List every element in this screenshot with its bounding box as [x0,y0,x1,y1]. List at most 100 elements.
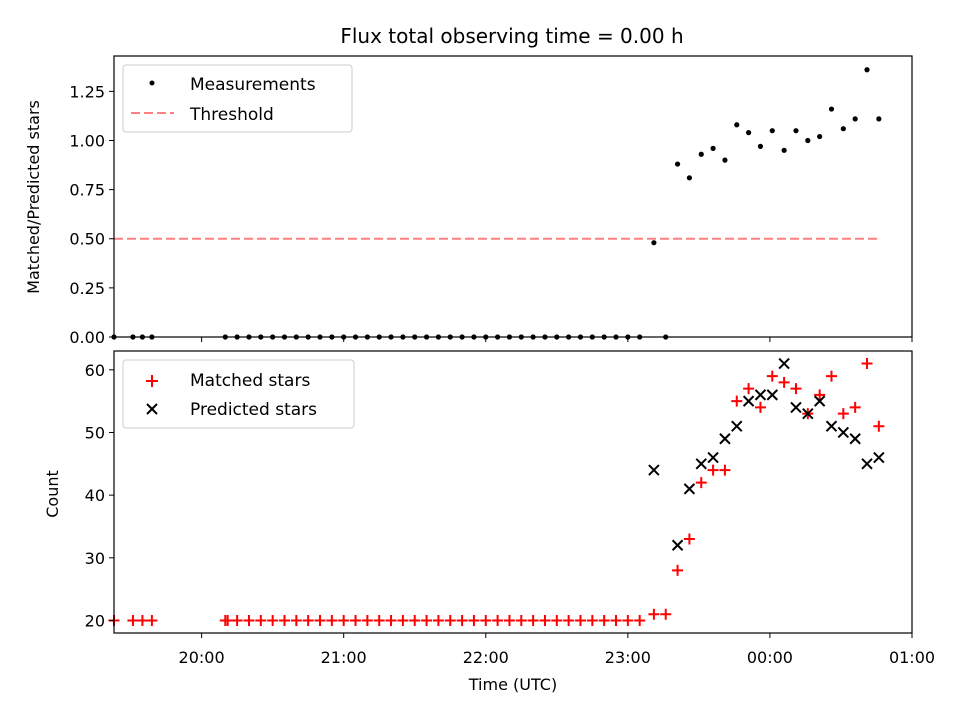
matched-star-point [683,533,695,545]
matched-star-point [503,614,515,626]
measurement-point [876,116,882,122]
top-legend: Measurements Threshold [122,64,353,133]
measurement-point [817,133,823,140]
bottom-y-tick-label: 30 [85,549,105,568]
matched-star-point [326,614,338,626]
measurement-point [828,106,835,112]
figure-title: Flux total observing time = 0.00 h [340,24,683,48]
matched-star-point [515,614,527,626]
matched-star-point [861,358,873,370]
predicted-star-point [861,458,873,470]
matched-star-point [361,614,373,626]
top-marks [111,67,882,340]
predicted-star-point [802,407,814,420]
measurement-point [710,145,716,151]
measurement-point [793,128,799,134]
measurement-point [852,116,858,122]
top-panel: 0.00 0.25 0.50 0.75 1.00 1.25 Matched/Predict… [24,55,913,347]
matched-star-point [527,614,539,626]
predicted-star-point [825,420,838,432]
matched-star-point [695,477,707,489]
matched-star-point [222,614,234,626]
bottom-y-axis-ticks: 20 30 40 50 60 [85,361,114,630]
matched-star-point [255,614,267,626]
matched-star-point [598,614,610,626]
bottom-x-axis-label: Time (UTC) [468,675,557,694]
legend-predicted-marker [146,403,158,415]
measurement-point [686,175,693,181]
predicted-star-point [671,539,684,551]
top-y-axis-ticks: 0.00 0.25 0.50 0.75 1.00 1.25 [69,82,114,347]
measurement-point [757,143,764,149]
measurement-point [805,137,811,144]
legend-measurements-label: Measurements [190,75,316,95]
legend-threshold-label: Threshold [189,105,274,125]
x-tick-label: 22:00 [463,648,509,667]
matched-star-point [243,614,255,626]
matched-star-point [707,464,719,476]
matched-star-point [136,614,148,626]
predicted-star-point [873,451,885,464]
matched-star-point [444,614,456,626]
predicted-star-point [790,401,802,414]
matched-star-point [790,383,802,395]
matched-star-point [539,614,551,626]
top-y-tick-label: 0.00 [69,328,105,347]
matched-star-point [754,401,766,413]
top-y-tick-label: 0.25 [69,279,105,298]
matched-star-point [231,614,243,626]
top-y-tick-label: 0.50 [69,230,105,249]
measurement-point [674,161,681,167]
bottom-legend-frame [122,359,355,429]
top-x-axis-ticks [201,337,913,342]
matched-star-point [397,614,409,626]
matched-star-point [492,614,504,626]
bottom-panel: 20:00 21:00 22:00 23:00 00:00 01:00 20 30 40 50 6… [43,350,935,694]
matched-star-point [563,614,575,626]
matched-star-point [743,383,755,395]
top-legend-frame [122,64,353,133]
matched-star-point [648,608,660,620]
matched-star-point [766,370,778,382]
measurement-point [734,122,740,128]
measurement-point [864,67,870,73]
bottom-y-tick-label: 20 [85,611,105,630]
matched-star-point [302,614,314,626]
matched-star-point [146,614,158,626]
predicted-star-point [731,420,743,432]
x-tick-label: 21:00 [321,648,367,667]
predicted-star-point [754,389,767,401]
predicted-star-point [695,458,707,470]
matched-star-point [314,614,326,626]
measurement-point [840,126,846,132]
predicted-star-point [837,426,850,439]
matched-star-point [660,608,672,620]
matched-star-point [456,614,468,626]
matched-star-point [373,614,385,626]
legend-predicted-label: Predicted stars [190,400,317,420]
bottom-y-tick-label: 60 [85,361,105,380]
matched-star-point [338,614,350,626]
x-tick-label: 00:00 [747,648,793,667]
matched-star-point [622,614,634,626]
predicted-star-point [742,395,755,407]
measurement-point [781,147,787,153]
matched-star-point [267,614,279,626]
top-y-tick-label: 1.00 [69,131,105,150]
matched-star-point [574,614,586,626]
x-tick-label: 20:00 [179,648,225,667]
matched-star-point [432,614,444,626]
matched-star-point [672,564,684,576]
matched-star-point [849,401,861,413]
predicted-star-point [813,395,826,407]
x-tick-label: 23:00 [605,648,651,667]
bottom-x-axis-ticks: 20:00 21:00 22:00 23:00 00:00 01:00 [179,633,935,667]
measurement-point [722,157,728,163]
matched-star-point [731,395,743,407]
top-y-tick-label: 0.75 [69,181,105,200]
legend-matched-marker [146,375,158,387]
matched-star-point [421,614,433,626]
matched-star-point [634,614,646,626]
matched-star-point [480,614,492,626]
